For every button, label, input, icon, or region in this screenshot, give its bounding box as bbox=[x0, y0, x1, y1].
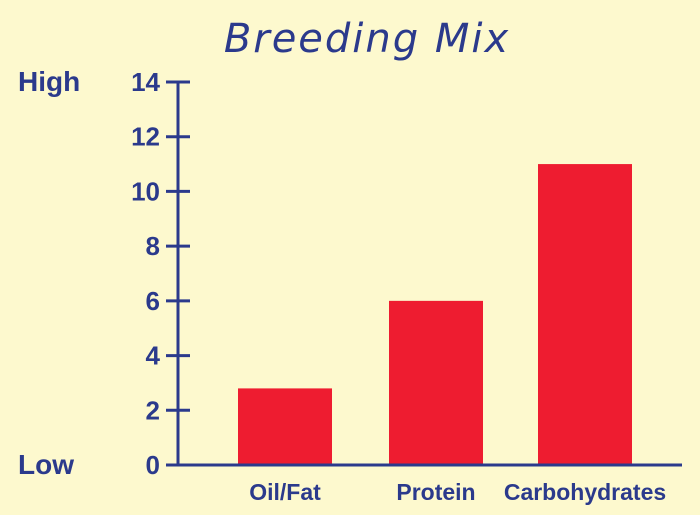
y-tick-label: 12 bbox=[131, 122, 160, 152]
x-category-label: Oil/Fat bbox=[249, 479, 321, 505]
bar-2 bbox=[538, 164, 632, 466]
y-tick-label: 4 bbox=[146, 341, 161, 371]
y-axis-high-label: High bbox=[18, 66, 80, 97]
x-category-label: Protein bbox=[396, 479, 475, 505]
y-tick-label: 10 bbox=[131, 176, 160, 206]
axes-group bbox=[166, 81, 682, 467]
bar-1 bbox=[389, 300, 483, 465]
y-tick-label: 6 bbox=[146, 286, 160, 316]
y-tick-label: 2 bbox=[146, 395, 160, 425]
y-tick-label: 8 bbox=[146, 231, 160, 261]
chart-title: Breeding Mix bbox=[224, 16, 510, 62]
y-tick-label: 0 bbox=[146, 450, 160, 480]
y-ticks-group: 0 2 4 6 8 10 12 14 bbox=[131, 67, 190, 480]
y-tick-label: 14 bbox=[131, 67, 160, 97]
bars-group bbox=[238, 164, 632, 466]
x-categories-group: Oil/Fat Protein Carbohydrates bbox=[249, 479, 666, 505]
bar-0 bbox=[238, 388, 332, 465]
y-axis-low-label: Low bbox=[18, 449, 74, 480]
x-category-label: Carbohydrates bbox=[504, 479, 666, 505]
